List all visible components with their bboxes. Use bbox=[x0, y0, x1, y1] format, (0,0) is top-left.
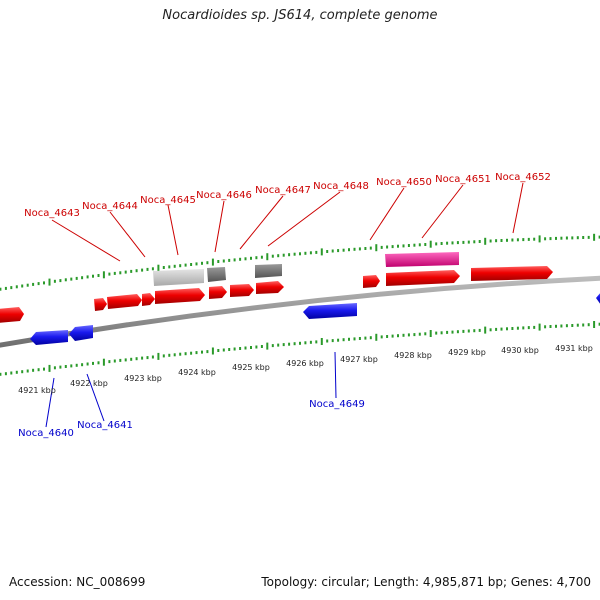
rna-gene[interactable] bbox=[385, 252, 459, 267]
scale-label: 4924 kbp bbox=[178, 368, 216, 377]
gene-label[interactable]: Noca_4648 bbox=[313, 181, 369, 192]
gene-arrow[interactable] bbox=[107, 294, 142, 309]
gene-arrow[interactable] bbox=[69, 325, 93, 341]
gene-label[interactable]: Noca_4647 bbox=[255, 185, 311, 196]
gene-label[interactable]: Noca_4641 bbox=[77, 420, 133, 431]
gene-label[interactable]: Noca_4650 bbox=[376, 177, 432, 188]
scale-label: 4927 kbp bbox=[340, 355, 378, 364]
reverse-strand-genes bbox=[30, 290, 600, 345]
gene-arrow[interactable] bbox=[303, 303, 357, 319]
gene-label[interactable]: Noca_4640 bbox=[18, 428, 74, 439]
gene-arrow[interactable] bbox=[363, 275, 380, 288]
gene-label[interactable]: Noca_4643 bbox=[24, 208, 80, 219]
scale-label: 4928 kbp bbox=[394, 351, 432, 360]
gene-arrow[interactable] bbox=[230, 284, 254, 297]
forward-leader-lines bbox=[51, 182, 524, 262]
gene-label[interactable]: Noca_4644 bbox=[82, 201, 138, 212]
gene-arrow[interactable] bbox=[30, 330, 68, 345]
scale-label: 4922 kbp bbox=[70, 379, 108, 388]
scale-label: 4921 kbp bbox=[18, 386, 56, 395]
gene-arrow[interactable] bbox=[0, 307, 24, 323]
reverse-leader-lines bbox=[45, 351, 337, 428]
gene-label[interactable]: Noca_4645 bbox=[140, 195, 196, 206]
scale-label: 4931 kbp bbox=[555, 344, 593, 353]
pseudo-gene[interactable] bbox=[153, 269, 204, 286]
pseudo-gene-dark[interactable] bbox=[207, 267, 226, 282]
scale-label: 4929 kbp bbox=[448, 348, 486, 357]
scale-label: 4926 kbp bbox=[286, 359, 324, 368]
gene-arrow[interactable] bbox=[596, 290, 600, 305]
map-title: Nocardioides sp. JS614, complete genome bbox=[162, 8, 438, 23]
forward-tick-track bbox=[0, 233, 600, 291]
gene-arrow[interactable] bbox=[386, 270, 460, 286]
gene-label[interactable]: Noca_4652 bbox=[495, 172, 551, 183]
scale-label: 4925 kbp bbox=[232, 363, 270, 372]
gene-arrow[interactable] bbox=[256, 281, 284, 294]
scale-label: 4930 kbp bbox=[501, 346, 539, 355]
pseudo-gene-dark[interactable] bbox=[255, 264, 282, 278]
gene-arrow[interactable] bbox=[209, 286, 227, 299]
gene-label[interactable]: Noca_4649 bbox=[309, 399, 365, 410]
gene-arrow[interactable] bbox=[155, 288, 205, 304]
gene-arrow[interactable] bbox=[142, 293, 155, 306]
forward-gene-labels: Noca_4643 Noca_4644 Noca_4645 Noca_4646 … bbox=[24, 172, 551, 219]
scale-label: 4923 kbp bbox=[124, 374, 162, 383]
genome-summary-text: Topology: circular; Length: 4,985,871 bp… bbox=[261, 575, 591, 589]
scale-labels: 4921 kbp 4922 kbp 4923 kbp 4924 kbp 4925… bbox=[18, 344, 593, 395]
reverse-gene-labels: Noca_4640 Noca_4641 Noca_4649 bbox=[18, 399, 365, 439]
gene-label[interactable]: Noca_4651 bbox=[435, 174, 491, 185]
forward-strand-genes bbox=[0, 252, 553, 323]
accession-text: Accession: NC_008699 bbox=[9, 575, 146, 589]
gene-arrow[interactable] bbox=[471, 266, 553, 281]
gene-label[interactable]: Noca_4646 bbox=[196, 190, 252, 201]
reverse-tick-track bbox=[0, 321, 600, 376]
gene-arrow[interactable] bbox=[94, 298, 107, 311]
